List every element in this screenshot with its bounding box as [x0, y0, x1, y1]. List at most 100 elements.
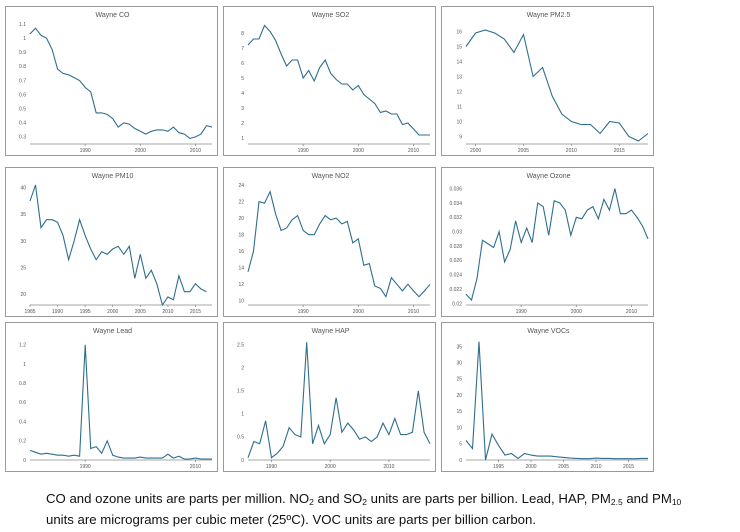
y-tick-label: 1 — [241, 412, 244, 418]
y-tick-label: 0.6 — [19, 92, 26, 98]
x-tick-label: 2005 — [135, 309, 146, 315]
y-tick-label: 0.6 — [19, 400, 26, 406]
x-tick-label: 1985 — [24, 309, 35, 315]
x-tick-label: 2000 — [525, 464, 536, 470]
series-line — [247, 189, 431, 298]
y-tick-label: 0.022 — [449, 287, 462, 293]
y-tick-label: 0.028 — [449, 244, 462, 250]
caption-subscript: 2.5 — [610, 497, 623, 507]
x-tick-label: 2010 — [566, 148, 577, 154]
y-tick-label: 0.8 — [19, 381, 26, 387]
x-tick-label: 2000 — [571, 309, 582, 315]
line-chart: Wayne SO2 1 2 3 4 5 6 7 8 1990 2000 2010 — [241, 12, 430, 154]
y-tick-label: 0 — [459, 458, 462, 464]
y-tick-label: 0.4 — [19, 121, 26, 127]
y-tick-label: 2 — [241, 365, 244, 371]
line-chart: Wayne PM2.5 9 10 11 12 13 14 15 16 2000 2005 2010 20… — [456, 12, 649, 154]
y-tick-label: 10 — [456, 119, 462, 125]
y-tick-label: 16 — [456, 29, 462, 35]
x-tick-label: 2010 — [626, 309, 637, 315]
y-tick-label: 11 — [457, 104, 462, 110]
x-tick-label: 2015 — [614, 148, 625, 154]
y-tick-label: 0.7 — [19, 78, 26, 84]
y-tick-label: 20 — [20, 292, 26, 298]
y-tick-label: 3 — [241, 106, 244, 112]
series-line — [29, 27, 213, 140]
y-tick-label: 14 — [456, 59, 462, 65]
y-tick-label: 14 — [238, 266, 244, 272]
series-line — [465, 341, 648, 461]
chart-title: Wayne NO2 — [312, 173, 350, 180]
series-line — [247, 24, 430, 136]
chart-title: Wayne Ozone — [526, 173, 570, 180]
x-tick-label: 2000 — [107, 309, 118, 315]
x-tick-label: 1990 — [266, 464, 277, 470]
caption-subscript: 2 — [309, 497, 314, 507]
series-line — [465, 29, 649, 142]
chart-panel: Wayne PM2.5 9 10 11 12 13 14 15 16 2000 2005 2010 20… — [441, 6, 654, 156]
line-chart: Wayne NO2 10 12 14 16 18 20 22 24 1990 2000 2010 — [238, 173, 431, 315]
x-tick-label: 1995 — [80, 309, 91, 315]
y-tick-label: 20 — [456, 393, 462, 399]
y-tick-label: 0 — [23, 458, 26, 464]
series-line — [465, 188, 649, 302]
line-chart: Wayne Ozone 0.02 0.022 0.024 0.026 0.028 0.03 0… — [449, 173, 649, 315]
chart-panel: Wayne SO2 1 2 3 4 5 6 7 8 1990 2000 2010 — [223, 6, 436, 156]
caption-subscript: 2 — [362, 497, 367, 507]
line-chart: Wayne CO 0.3 0.4 0.5 0.6 0.7 0.8 0.9 1 1.1 1990 200… — [19, 12, 213, 154]
x-tick-label: 2010 — [408, 148, 419, 154]
y-tick-label: 15 — [456, 409, 462, 415]
y-tick-label: 20 — [238, 216, 244, 222]
chart-panel: Wayne Ozone 0.02 0.022 0.024 0.026 0.028 0.03 0… — [441, 167, 654, 317]
x-tick-label: 2000 — [470, 148, 481, 154]
line-chart: Wayne VOCs 0 5 10 15 20 25 30 35 1995 2000 2005 2010… — [456, 328, 648, 470]
chart-panel: Wayne PM10 20 25 30 35 40 1985 1990 1995 2000 2005… — [5, 167, 218, 317]
series-line — [247, 342, 431, 459]
y-tick-label: 0 — [241, 458, 244, 464]
y-tick-label: 24 — [238, 183, 244, 189]
y-tick-label: 2.5 — [237, 342, 244, 348]
chart-title: Wayne PM10 — [92, 173, 134, 180]
chart-grid: Wayne CO 0.3 0.4 0.5 0.6 0.7 0.8 0.9 1 1.1 1990 200… — [5, 6, 654, 472]
x-tick-label: 2015 — [623, 464, 634, 470]
caption-text: CO and ozone units are parts per million… — [46, 491, 310, 506]
y-tick-label: 10 — [238, 299, 244, 305]
y-tick-label: 0.024 — [449, 273, 462, 279]
chart-panel: Wayne CO 0.3 0.4 0.5 0.6 0.7 0.8 0.9 1 1.1 1990 200… — [5, 6, 218, 156]
y-tick-label: 1 — [23, 362, 26, 368]
x-tick-label: 2000 — [353, 148, 364, 154]
y-tick-label: 4 — [241, 91, 244, 97]
caption-text: and SO — [313, 491, 363, 506]
x-tick-label: 2000 — [135, 148, 146, 154]
y-tick-label: 1.1 — [19, 22, 26, 28]
x-tick-label: 1990 — [80, 464, 91, 470]
series-line — [29, 184, 207, 307]
y-tick-label: 0.034 — [449, 201, 462, 207]
x-tick-label: 2010 — [408, 309, 419, 315]
line-chart: Wayne Lead 0 0.2 0.4 0.6 0.8 1 1.2 1990 2010 — [19, 328, 212, 470]
y-tick-label: 10 — [456, 425, 462, 431]
y-tick-label: 13 — [456, 74, 462, 80]
x-tick-label: 1990 — [516, 309, 527, 315]
y-tick-label: 22 — [238, 199, 244, 205]
y-tick-label: 35 — [20, 212, 26, 218]
y-tick-label: 1 — [23, 36, 26, 42]
x-tick-label: 1990 — [298, 148, 309, 154]
caption-text: and PM — [622, 491, 672, 506]
chart-panel: Wayne HAP 0 0.5 1 1.5 2 2.5 1990 2000 2010 — [223, 322, 436, 472]
chart-panel: Wayne NO2 10 12 14 16 18 20 22 24 1990 2000 2010 — [223, 167, 436, 317]
y-tick-label: 0.036 — [449, 186, 462, 192]
y-tick-label: 0.032 — [449, 215, 462, 221]
x-tick-label: 1990 — [80, 148, 91, 154]
x-tick-label: 1990 — [298, 309, 309, 315]
y-tick-label: 16 — [238, 249, 244, 255]
x-tick-label: 2010 — [162, 309, 173, 315]
y-tick-label: 6 — [241, 61, 244, 67]
chart-title: Wayne PM2.5 — [527, 12, 571, 19]
y-tick-label: 18 — [238, 232, 244, 238]
caption-text: units are parts per billion. Lead, HAP, … — [367, 491, 611, 506]
chart-panel: Wayne Lead 0 0.2 0.4 0.6 0.8 1 1.2 1990 2010 — [5, 322, 218, 472]
y-tick-label: 12 — [456, 89, 462, 95]
y-tick-label: 30 — [20, 239, 26, 245]
y-tick-label: 0.5 — [237, 435, 244, 441]
